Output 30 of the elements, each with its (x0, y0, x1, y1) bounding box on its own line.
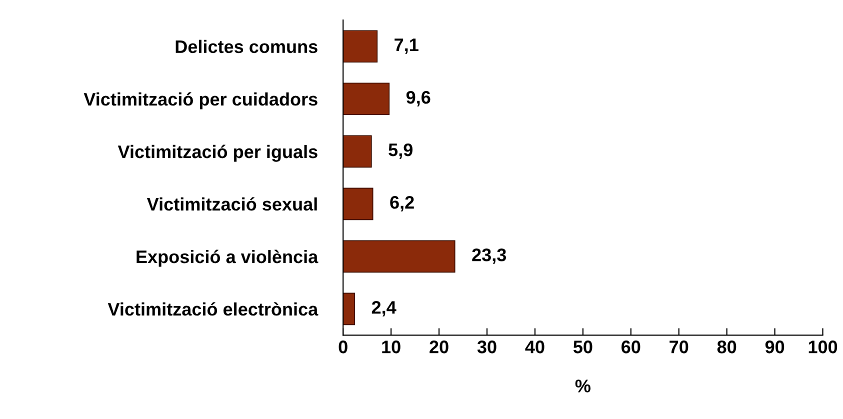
x-tick-label: 70 (670, 340, 688, 354)
bar (343, 135, 372, 168)
x-tick-label: 40 (525, 340, 544, 354)
y-tick-label: Victimització per iguals (118, 144, 318, 162)
bar (343, 240, 456, 273)
bar (343, 30, 378, 63)
bar (343, 82, 390, 116)
x-tick-label: 100 (808, 340, 838, 354)
x-tick-label: 60 (622, 340, 640, 354)
data-label: 2,4 (372, 301, 396, 316)
data-label: 9,6 (406, 90, 430, 106)
data-label: 7,1 (394, 38, 418, 54)
y-tick-label: Victimització electrònica (108, 302, 318, 316)
y-tick-label: Delictes comuns (176, 40, 318, 54)
data-label: 23,3 (472, 248, 506, 264)
x-tick-label: 20 (430, 340, 448, 354)
data-label: 5,9 (388, 143, 412, 159)
bar (343, 292, 356, 326)
y-tick-label: Exposició a violència (136, 250, 318, 267)
x-tick-label: 50 (573, 340, 592, 354)
x-tick-label: 90 (765, 340, 784, 354)
x-axis-title: % (575, 380, 590, 392)
data-label: 6,2 (390, 196, 414, 212)
x-tick-label: 30 (477, 340, 496, 354)
y-tick-label: Victimització per cuidadors (84, 92, 318, 110)
x-tick-label: 0 (338, 340, 348, 354)
x-tick-label: 80 (717, 340, 736, 354)
bar (343, 188, 374, 220)
x-tick-label: 10 (382, 340, 400, 354)
y-tick-label: Victimització sexual (146, 197, 317, 211)
